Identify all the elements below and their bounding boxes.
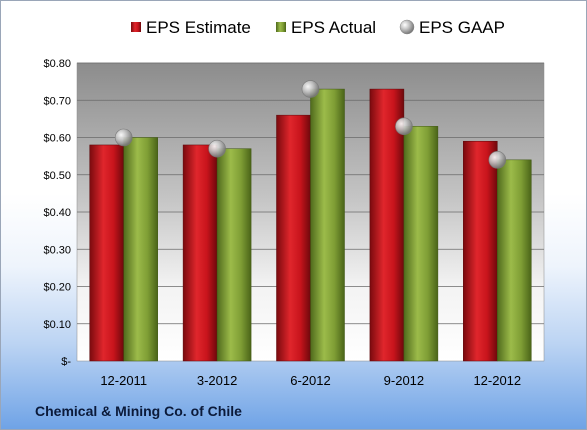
legend-swatch-eps-estimate xyxy=(131,22,141,32)
y-tick-label: $- xyxy=(61,356,71,368)
x-tick-label: 3-2012 xyxy=(197,373,237,388)
marker-eps-gaap xyxy=(114,128,133,147)
bar-eps-actual xyxy=(123,137,158,362)
y-tick-label: $0.60 xyxy=(43,133,71,145)
y-tick-label: $0.10 xyxy=(43,319,71,331)
x-tick-label: 6-2012 xyxy=(290,373,330,388)
bar-eps-actual xyxy=(403,126,439,362)
x-tick-label: 12-2012 xyxy=(473,373,521,388)
y-tick-label: $0.30 xyxy=(43,244,71,256)
legend-swatch-eps-actual xyxy=(276,22,286,32)
x-axis-ticks: 12-2011 3-2012 6-2012 9-2012 12-2012 xyxy=(100,373,521,388)
bar-eps-estimate xyxy=(369,88,405,362)
y-tick-label: $0.40 xyxy=(43,207,71,219)
bar-eps-actual xyxy=(216,148,252,362)
legend-label: EPS GAAP xyxy=(419,18,505,37)
legend-label: EPS Estimate xyxy=(146,18,251,37)
y-tick-label: $0.70 xyxy=(43,95,71,107)
y-tick-label: $0.50 xyxy=(43,170,71,182)
bar-eps-estimate xyxy=(182,144,218,362)
legend-label: EPS Actual xyxy=(291,18,376,37)
marker-eps-gaap xyxy=(301,80,320,98)
bar-eps-estimate xyxy=(463,140,498,362)
bar-eps-estimate xyxy=(276,114,311,362)
x-tick-label: 12-2011 xyxy=(100,373,147,388)
legend-swatch-eps-gaap xyxy=(399,19,415,35)
y-tick-label: $0.80 xyxy=(43,58,71,70)
company-name: Chemical & Mining Co. of Chile xyxy=(35,403,242,419)
bar-eps-actual xyxy=(310,88,345,362)
x-tick-label: 9-2012 xyxy=(384,373,424,388)
y-axis-ticks: $- $0.10 $0.20 $0.30 $0.40 $0.50 $0.60 $0.70 $0.… xyxy=(43,58,71,368)
bar-eps-actual xyxy=(497,159,532,362)
bars xyxy=(89,88,532,362)
marker-eps-gaap xyxy=(488,151,507,169)
marker-eps-gaap xyxy=(208,139,226,158)
gaap-markers xyxy=(114,80,507,169)
bar-eps-estimate xyxy=(89,144,124,362)
legend: EPS Estimate EPS Actual EPS GAAP xyxy=(131,18,505,37)
y-tick-label: $0.20 xyxy=(43,282,71,294)
marker-eps-gaap xyxy=(395,117,413,136)
